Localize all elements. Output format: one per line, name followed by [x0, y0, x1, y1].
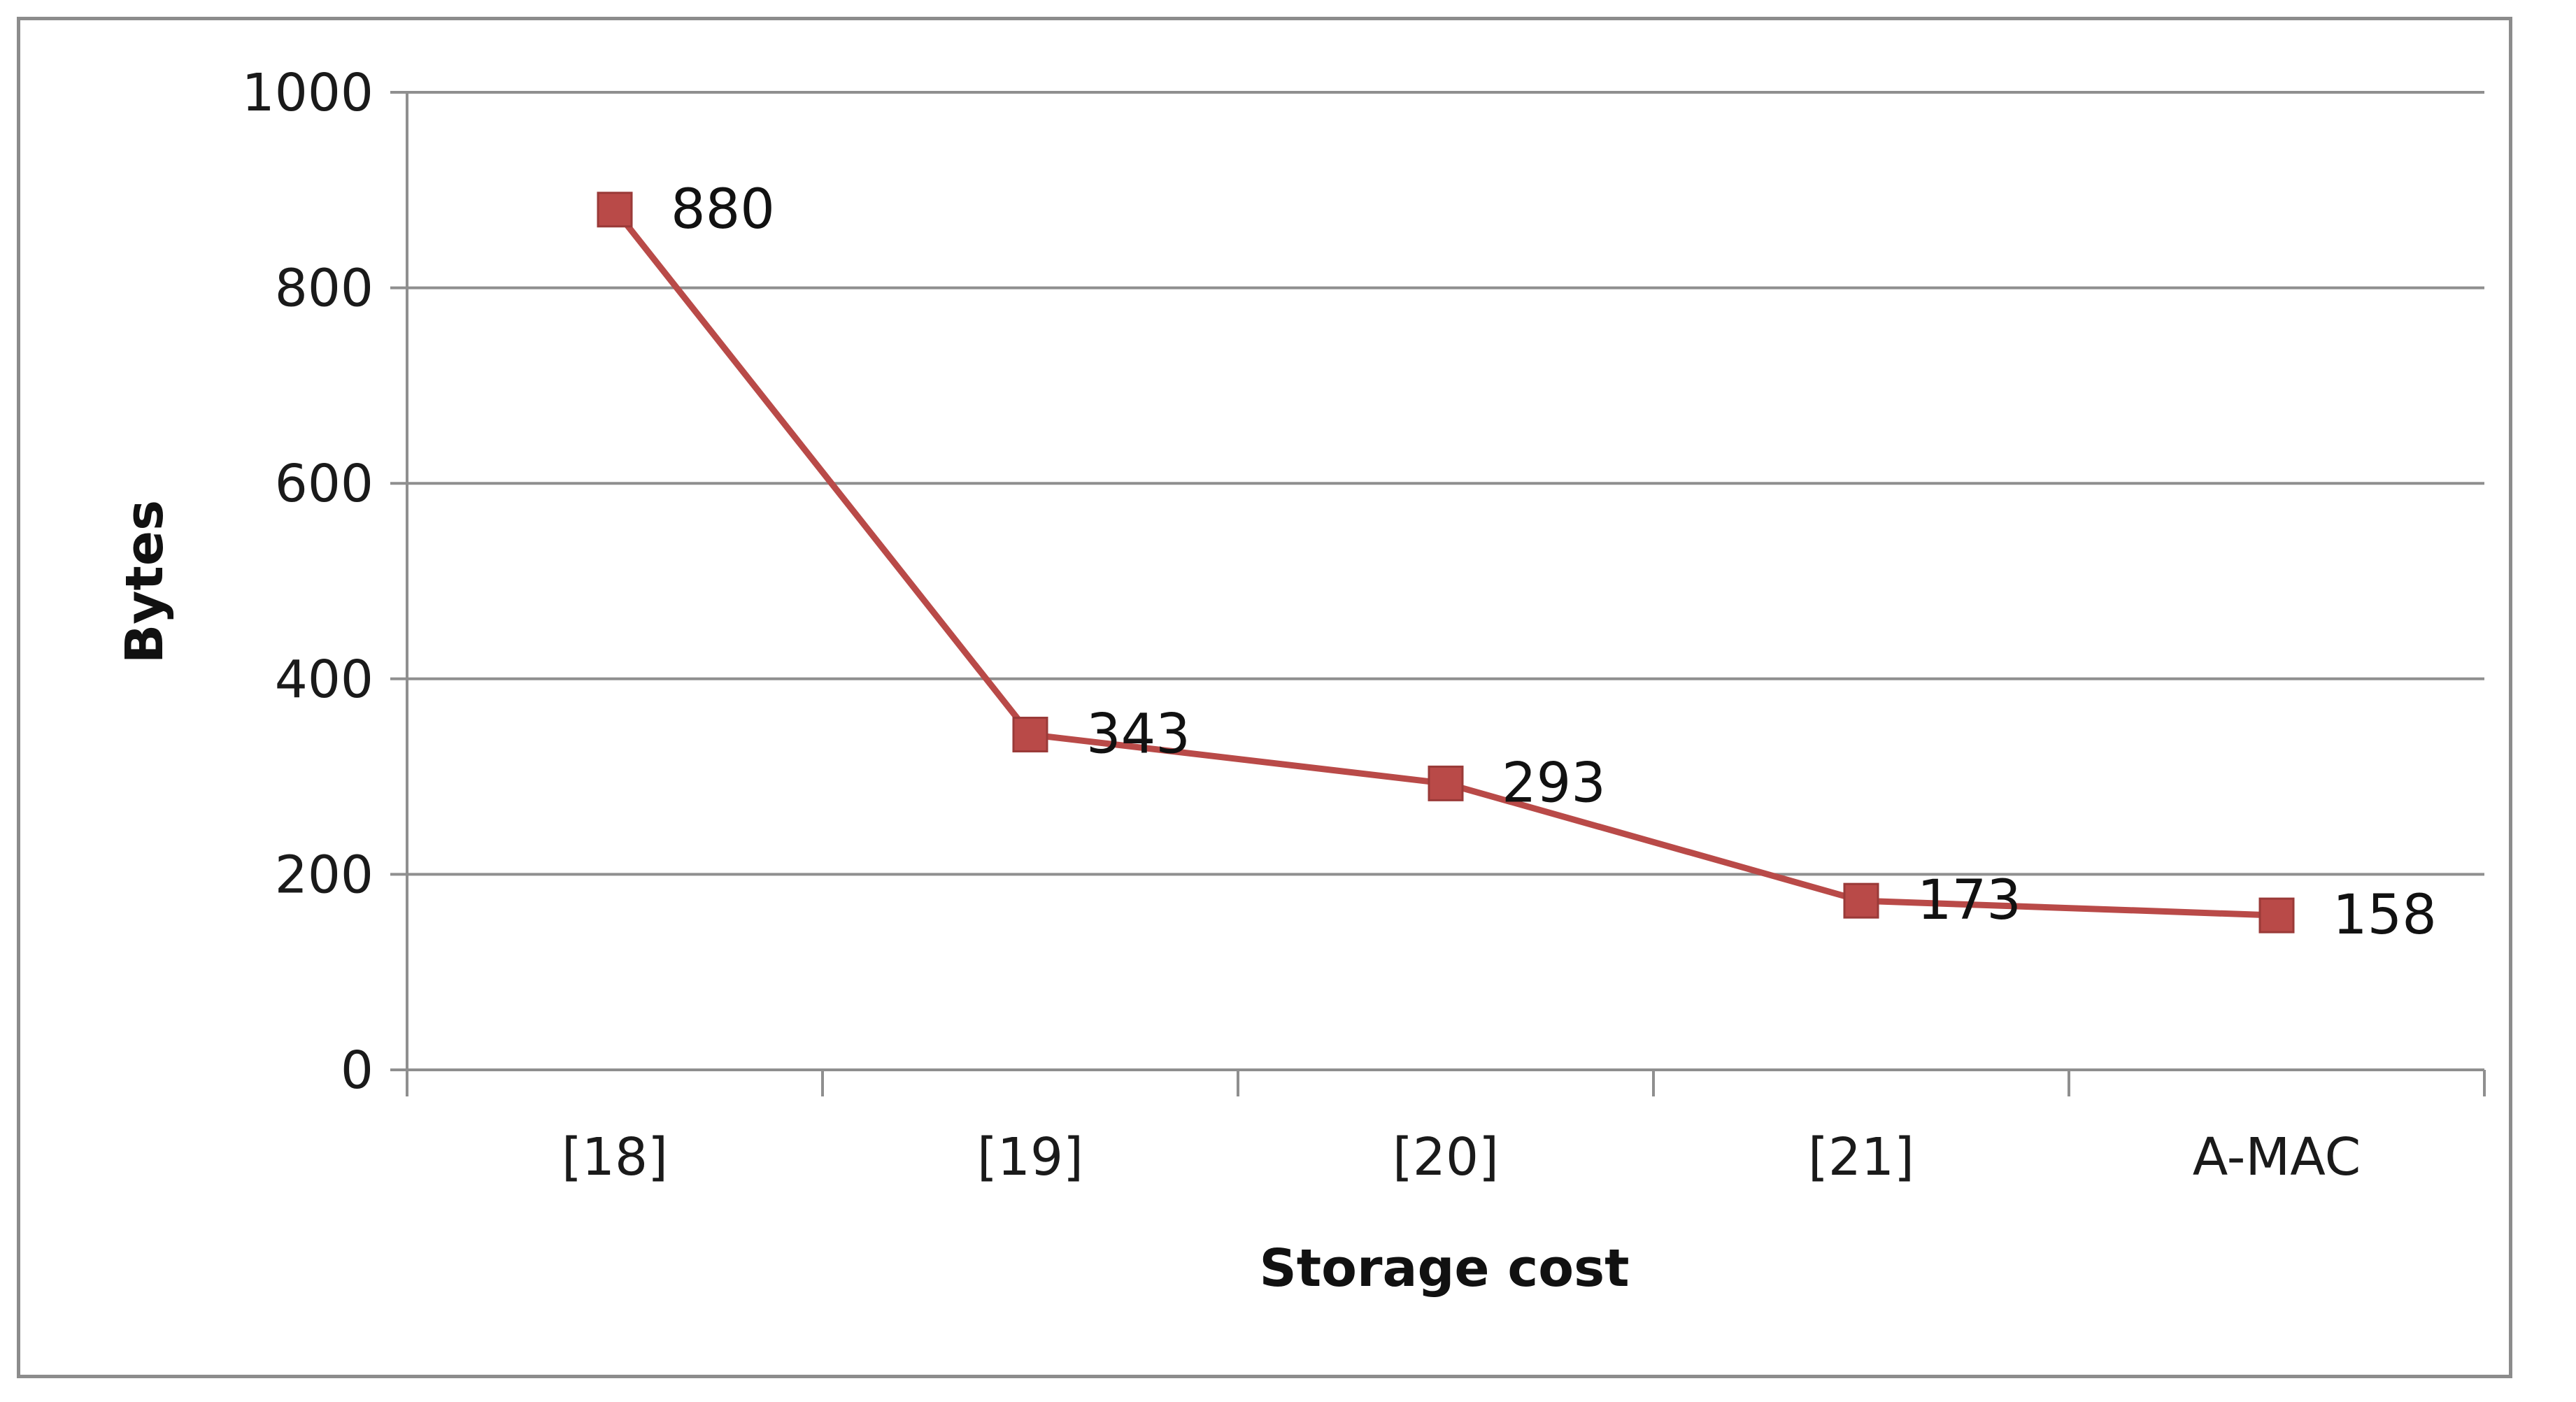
x-tick-label: [18] [562, 1127, 668, 1187]
y-tick-label: 0 [341, 1040, 373, 1101]
x-tick-labels: [18] [19] [20] [21] A-MAC [562, 1127, 2361, 1187]
data-labels: 880 343 293 173 158 [671, 178, 2437, 947]
y-tick-label: 400 [275, 650, 373, 710]
x-axis-title: Storage cost [1260, 1238, 1630, 1299]
y-tick-label: 200 [275, 845, 373, 905]
y-tick-label: 600 [275, 454, 373, 514]
data-point-marker [1012, 716, 1048, 752]
x-tick-label: [20] [1393, 1127, 1499, 1187]
data-point-marker [597, 192, 633, 228]
series-line [612, 207, 2277, 919]
data-label: 880 [671, 178, 775, 241]
data-label: 158 [2333, 884, 2437, 947]
data-label: 343 [1086, 703, 1190, 766]
y-tick-label: 1000 [242, 63, 373, 123]
data-label: 173 [1917, 869, 2021, 932]
x-tick-label: A-MAC [2193, 1127, 2361, 1187]
data-point-marker [1843, 882, 1879, 919]
y-tick-label: 800 [275, 259, 373, 319]
y-axis-title: Bytes [115, 500, 175, 664]
chart-frame [17, 17, 2512, 1378]
data-point-marker [1428, 765, 1464, 801]
x-tick-label: [21] [1808, 1127, 1914, 1187]
series-bytes [597, 192, 2295, 934]
data-point-marker [2258, 897, 2295, 934]
x-tick-label: [19] [977, 1127, 1083, 1187]
data-label: 293 [1502, 752, 1606, 815]
gridlines [407, 91, 2484, 876]
axes [390, 91, 2486, 1096]
y-tick-labels: 0 200 400 600 800 1000 [242, 63, 373, 1101]
